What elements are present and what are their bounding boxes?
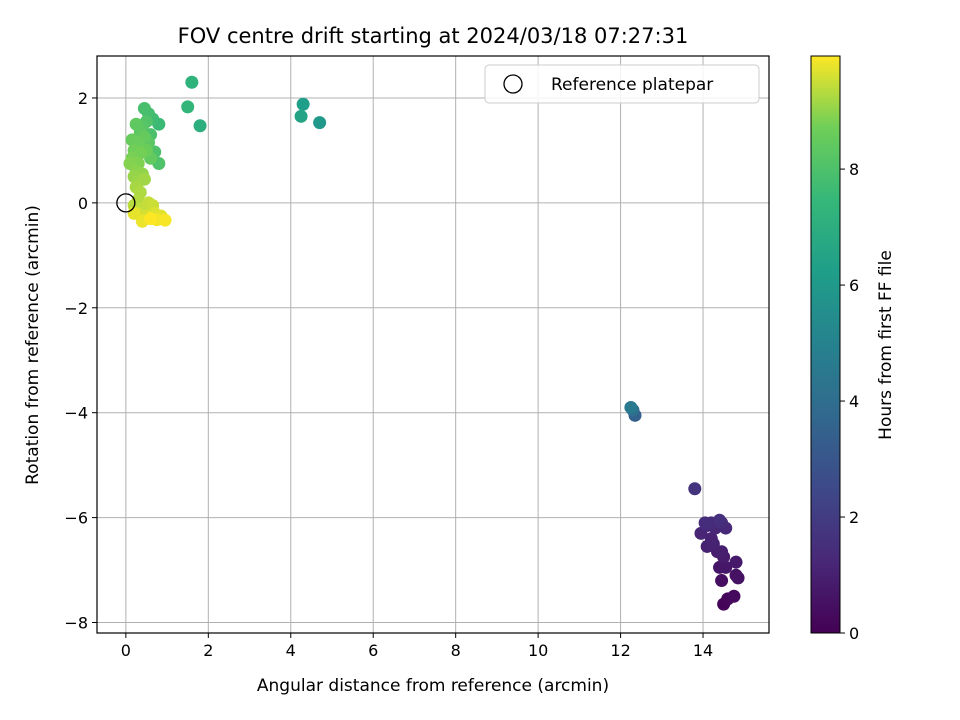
data-point <box>715 574 729 588</box>
data-point <box>698 516 712 530</box>
data-point <box>715 545 729 559</box>
y-tick-label: −6 <box>64 509 88 528</box>
data-point <box>719 560 733 574</box>
colorbar-gradient <box>810 55 841 634</box>
colorbar-tick-label: 2 <box>849 508 859 527</box>
grid-lines <box>97 56 769 633</box>
y-tick-label: 0 <box>78 194 88 213</box>
x-tick-label: 10 <box>528 641 548 660</box>
data-point <box>193 119 207 133</box>
x-tick-label: 2 <box>203 641 213 660</box>
legend-marker-reference <box>503 74 523 94</box>
chart-title: FOV centre drift starting at 2024/03/18 … <box>178 24 689 48</box>
data-point <box>729 555 743 569</box>
data-point <box>624 400 638 414</box>
colorbar-tick-label: 6 <box>849 276 859 295</box>
data-point <box>185 75 199 89</box>
x-tick-label: 8 <box>451 641 461 660</box>
x-tick-label: 4 <box>286 641 296 660</box>
data-point <box>313 116 327 130</box>
data-point <box>137 172 151 186</box>
data-point <box>137 101 151 115</box>
data-point <box>704 532 718 546</box>
data-point <box>181 100 195 114</box>
y-axis-label: Rotation from reference (arcmin) <box>23 205 43 485</box>
legend-box <box>484 64 760 104</box>
reference-platepar-marker <box>116 193 136 213</box>
colorbar-label: Hours from first FF file <box>876 250 896 440</box>
y-axis-ticks: −8 −6 −4 −2 0 2 <box>64 89 97 633</box>
legend: Reference platepar <box>484 64 760 104</box>
x-axis-ticks: 0 2 4 6 8 10 12 14 <box>121 633 713 660</box>
data-point <box>727 589 741 603</box>
x-axis-label: Angular distance from reference (arcmin) <box>257 676 609 696</box>
colorbar-tick-label: 0 <box>849 624 859 643</box>
colorbar-tick-label: 8 <box>849 160 859 179</box>
x-tick-label: 14 <box>693 641 713 660</box>
data-point <box>129 117 143 131</box>
y-tick-label: −2 <box>64 299 88 318</box>
y-tick-label: −4 <box>64 404 88 423</box>
legend-entry-reference: Reference platepar <box>551 75 713 95</box>
data-point <box>713 513 727 527</box>
data-point <box>144 212 158 226</box>
colorbar-ticks: 0 2 4 6 8 <box>840 160 859 643</box>
x-tick-label: 0 <box>121 641 131 660</box>
colorbar: 0 2 4 6 8 Hours from first FF file <box>810 55 896 643</box>
data-points <box>116 75 745 611</box>
data-point <box>731 571 745 585</box>
x-tick-label: 12 <box>610 641 630 660</box>
colorbar-tick-label: 4 <box>849 392 859 411</box>
data-point <box>294 109 308 123</box>
plot-frame <box>96 55 770 634</box>
data-point <box>296 97 310 111</box>
y-tick-label: 2 <box>78 89 88 108</box>
data-point <box>688 482 702 496</box>
data-point <box>158 213 172 227</box>
y-tick-label: −8 <box>64 614 88 633</box>
x-tick-label: 6 <box>368 641 378 660</box>
